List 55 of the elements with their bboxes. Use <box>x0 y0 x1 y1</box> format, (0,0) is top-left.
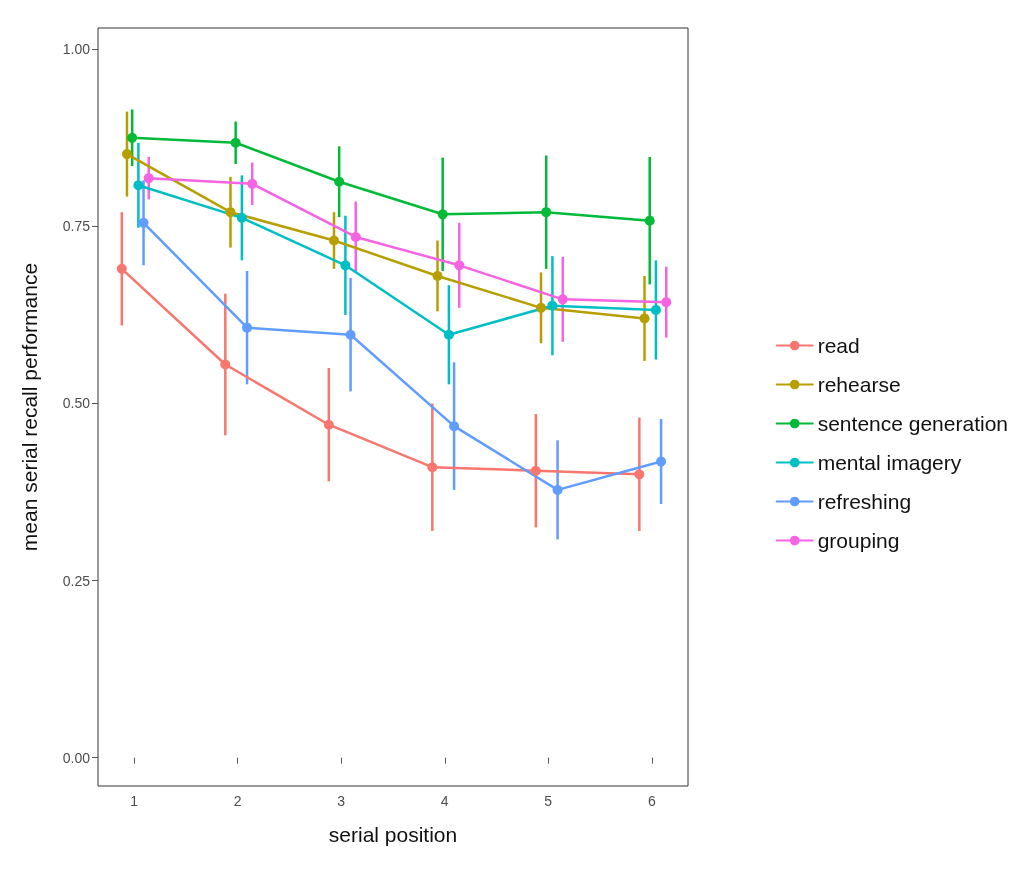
x-axis-title: serial position <box>328 823 458 846</box>
y-axis-title: mean serial recall performance <box>18 262 41 552</box>
legend-label: mental imagery <box>817 451 962 474</box>
point <box>340 260 351 271</box>
point <box>236 212 247 223</box>
point <box>656 456 667 467</box>
point <box>650 304 661 315</box>
point <box>334 176 345 187</box>
point <box>116 263 127 274</box>
point <box>225 207 236 218</box>
point <box>530 465 541 476</box>
x-tick-label: 1 <box>130 793 139 809</box>
y-tick-label: 1.00 <box>62 41 91 58</box>
legend-label: refreshing <box>817 490 912 513</box>
point <box>557 294 568 305</box>
legend-label: read <box>817 334 860 357</box>
point <box>634 469 645 480</box>
point <box>547 300 558 311</box>
point <box>661 297 672 308</box>
point <box>449 421 460 432</box>
point <box>443 329 454 340</box>
point <box>242 322 253 333</box>
point <box>133 180 144 191</box>
x-tick-label: 2 <box>233 793 242 809</box>
y-tick-label: 0.50 <box>62 395 91 412</box>
legend-label: sentence generation <box>817 412 1008 435</box>
x-tick-label: 6 <box>647 793 656 809</box>
point <box>121 149 132 160</box>
y-tick-label: 0.75 <box>62 218 91 235</box>
x-tick-label: 5 <box>544 793 553 809</box>
point <box>432 270 443 281</box>
point <box>639 313 650 324</box>
point <box>552 484 563 495</box>
x-tick-label: 4 <box>440 793 449 809</box>
point <box>644 215 655 226</box>
point <box>541 207 552 218</box>
legend-label: grouping <box>817 529 900 552</box>
point <box>345 329 356 340</box>
point <box>329 235 339 246</box>
point <box>350 231 361 242</box>
point <box>220 359 231 370</box>
point <box>230 137 241 148</box>
y-tick-label: 0.25 <box>62 572 91 589</box>
point <box>454 260 465 271</box>
point <box>437 209 448 220</box>
legend-label: rehearse <box>817 373 901 396</box>
point <box>247 178 258 189</box>
point <box>536 302 547 313</box>
point <box>143 173 154 184</box>
x-tick-label: 3 <box>337 793 346 809</box>
point <box>138 217 149 228</box>
point <box>323 419 334 430</box>
y-tick-label: 0.00 <box>62 749 91 766</box>
point <box>427 462 438 473</box>
point <box>127 132 138 143</box>
